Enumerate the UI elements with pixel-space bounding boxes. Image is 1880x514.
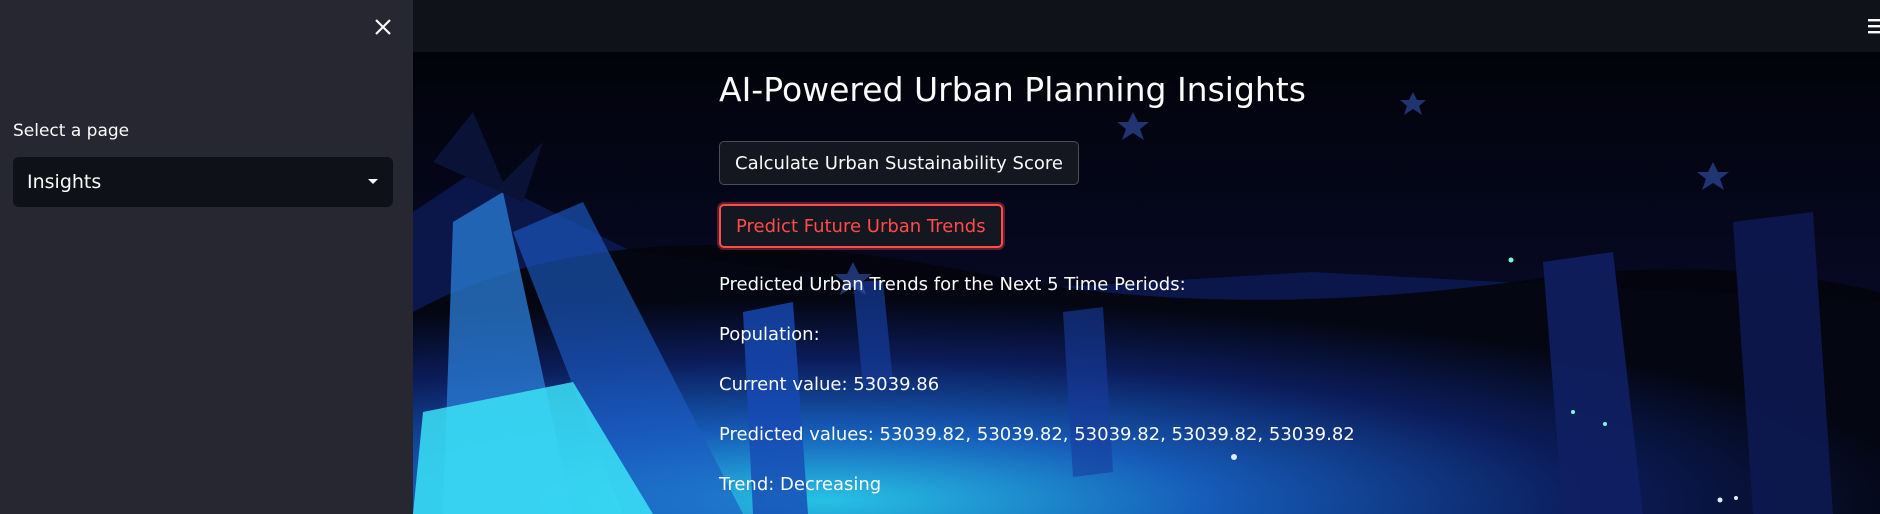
results-heading: Predicted Urban Trends for the Next 5 Ti… bbox=[719, 274, 1186, 295]
page-select-value: Insights bbox=[27, 171, 102, 193]
hamburger-menu-icon[interactable] bbox=[1866, 16, 1880, 36]
predict-urban-trends-button[interactable]: Predict Future Urban Trends bbox=[719, 204, 1003, 248]
predicted-values-text: Predicted values: 53039.82, 53039.82, 53… bbox=[719, 424, 1355, 445]
calculate-sustainability-score-button[interactable]: Calculate Urban Sustainability Score bbox=[719, 141, 1079, 185]
select-page-label: Select a page bbox=[13, 121, 130, 141]
current-value-text: Current value: 53039.86 bbox=[719, 374, 940, 395]
page-select[interactable]: Insights bbox=[13, 157, 393, 207]
sidebar: Select a page Insights bbox=[0, 0, 413, 514]
chevron-down-icon bbox=[368, 179, 378, 184]
main-content-area: AI-Powered Urban Planning Insights Calcu… bbox=[413, 52, 1880, 514]
close-sidebar-button[interactable] bbox=[368, 12, 398, 42]
page-title: AI-Powered Urban Planning Insights bbox=[719, 70, 1306, 109]
background-illustration bbox=[413, 52, 1880, 514]
close-icon bbox=[375, 19, 391, 35]
trend-text: Trend: Decreasing bbox=[719, 474, 882, 495]
metric-label: Population: bbox=[719, 324, 820, 345]
top-header bbox=[413, 0, 1880, 52]
